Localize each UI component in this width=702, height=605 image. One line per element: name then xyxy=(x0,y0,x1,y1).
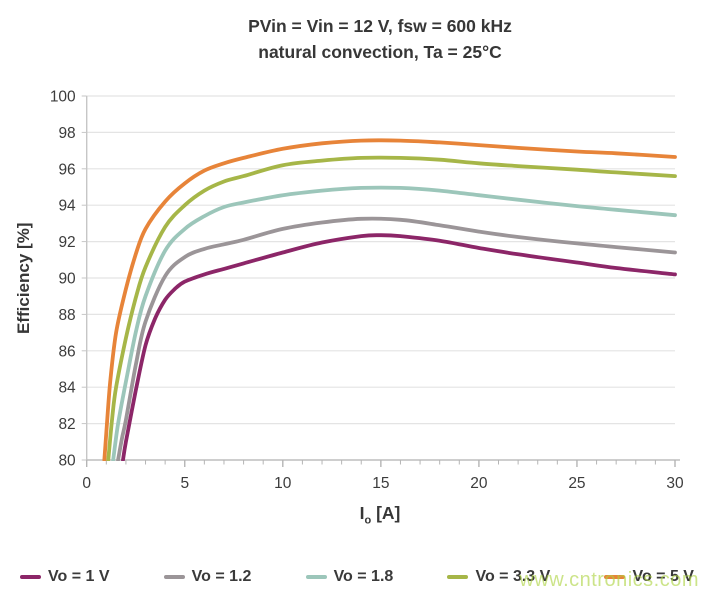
x-tick-label: 5 xyxy=(180,475,189,492)
legend-swatch-vo-3-3v xyxy=(447,575,469,579)
legend-item-vo-3-3v: Vo = 3.3 V xyxy=(447,568,550,586)
x-axis-label-unit: [A] xyxy=(371,503,401,523)
y-tick-label: 86 xyxy=(58,343,75,360)
y-tick-label: 100 xyxy=(50,89,76,106)
chart-title: PVin = Vin = 12 V, fsw = 600 kHz natural… xyxy=(85,13,675,66)
series-line-vo-1-2 xyxy=(116,216,677,461)
legend-item-vo-1-8: Vo = 1.8 xyxy=(305,568,394,586)
x-tick-label: 25 xyxy=(568,475,585,492)
legend-swatch-vo-1-2 xyxy=(163,575,185,579)
y-tick-label: 96 xyxy=(58,161,75,178)
chart-title-line1: PVin = Vin = 12 V, fsw = 600 kHz xyxy=(248,16,512,36)
legend-item-vo-1v: Vo = 1 V xyxy=(20,568,110,586)
x-axis-label-subscript: o xyxy=(364,514,372,527)
x-tick-label: 20 xyxy=(470,475,488,492)
series-line-vo-5-v xyxy=(102,138,677,461)
x-axis-label-symbol: I xyxy=(359,503,365,523)
legend-item-vo-1-2: Vo = 1.2 xyxy=(163,568,252,586)
y-tick-label: 84 xyxy=(58,380,76,397)
series-group xyxy=(102,138,677,461)
y-tick-label: 80 xyxy=(58,453,76,470)
legend-swatch-vo-5v xyxy=(604,575,626,579)
legend-item-vo-5v: Vo = 5 V xyxy=(604,568,694,586)
y-axis-label: Efficiency [%] xyxy=(14,222,33,334)
x-tick-label: 0 xyxy=(82,475,91,492)
legend: Vo = 1 V Vo = 1.2 Vo = 1.8 Vo = 3.3 V Vo… xyxy=(20,568,694,586)
legend-label-vo-1-8: Vo = 1.8 xyxy=(333,568,394,585)
series-line-vo-3-3-v xyxy=(106,155,677,461)
legend-swatch-vo-1-8 xyxy=(305,575,327,579)
x-tick-label: 30 xyxy=(666,475,684,492)
x-tick-label: 10 xyxy=(274,475,292,492)
legend-swatch-vo-1v xyxy=(20,575,41,579)
y-tick-label: 90 xyxy=(58,271,76,288)
y-tick-label: 92 xyxy=(58,234,75,251)
y-tick-label: 82 xyxy=(58,416,75,433)
y-tick-label: 94 xyxy=(58,198,76,215)
y-tick-label: 98 xyxy=(58,125,75,142)
y-tick-label: 88 xyxy=(58,307,75,324)
x-axis-label: Io [A] xyxy=(85,503,675,527)
x-tick-label: 15 xyxy=(372,475,389,492)
legend-label-vo-5v: Vo = 5 V xyxy=(632,568,694,585)
legend-label-vo-3-3v: Vo = 3.3 V xyxy=(475,568,551,585)
chart-title-line2: natural convection, Ta = 25°C xyxy=(258,42,502,63)
legend-label-vo-1-2: Vo = 1.2 xyxy=(191,568,252,585)
legend-label-vo-1v: Vo = 1 V xyxy=(48,568,110,585)
series-line-vo-1-8 xyxy=(111,185,677,461)
series-line-vo-1-v xyxy=(121,233,677,461)
